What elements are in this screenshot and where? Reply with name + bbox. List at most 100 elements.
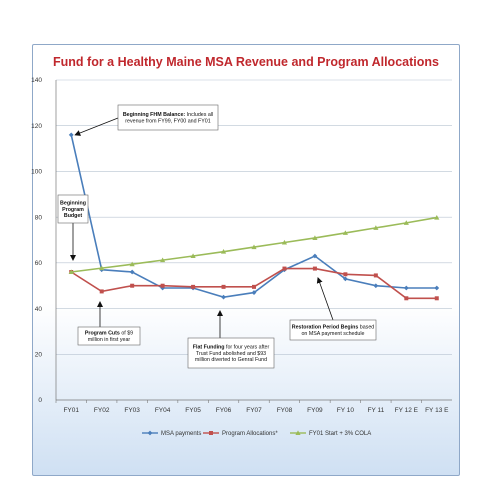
y-tick-label: 40 <box>35 306 43 313</box>
x-tick-label: FY01 <box>63 407 79 414</box>
annotation-arrow <box>316 277 334 321</box>
y-tick-labels: 0 20 40 60 80 100 120 140 <box>31 77 42 404</box>
series-group <box>68 132 440 301</box>
legend-label: MSA payments <box>161 431 201 437</box>
legend-entry-2: FY01 Start + 3% COLA <box>290 430 371 437</box>
y-tick-label: 120 <box>31 123 42 130</box>
data-point-square <box>434 296 439 301</box>
series-2 <box>68 215 440 274</box>
x-tick-label: FY07 <box>246 407 262 414</box>
annotation-text: on MSA payment schedule <box>301 331 364 337</box>
data-point-triangle <box>434 215 440 220</box>
data-point-diamond <box>434 285 440 291</box>
data-point-square <box>252 284 256 289</box>
y-tick-label: 80 <box>35 214 43 221</box>
x-tick-label: FY06 <box>216 407 232 414</box>
annotation-text: million diverted to Genral Fund <box>195 357 267 363</box>
x-tick-labels: FY01 FY02 FY03 FY04 FY05 FY06 FY07 FY08 FY09 FY 1… <box>55 400 449 414</box>
data-point-triangle <box>342 230 348 235</box>
data-point-triangle <box>160 257 166 263</box>
data-point-diamond <box>68 132 74 138</box>
annotation-arrow <box>74 117 119 136</box>
data-point-square <box>343 272 348 277</box>
annotation-text: Flat Funding for four years after <box>193 344 270 350</box>
annotation-text: Trust Fund abolished and $93 <box>196 351 266 357</box>
legend-label: FY01 Start + 3% COLA <box>309 431 371 437</box>
data-point-diamond <box>342 276 348 282</box>
data-point-diamond <box>160 285 166 291</box>
data-point-square <box>221 284 226 289</box>
data-point-diamond <box>373 283 379 289</box>
data-point-diamond <box>147 430 153 436</box>
legend: MSA payments Program Allocations* FY01 Sta… <box>142 430 371 437</box>
chart-title: Fund for a Healthy Maine MSA Revenue and… <box>53 55 439 69</box>
data-point-triangle <box>99 265 105 271</box>
data-point-diamond <box>129 269 135 275</box>
data-point-triangle <box>220 249 227 254</box>
legend-entry-1: Program Allocations* <box>203 431 278 437</box>
x-tick-label: FY 10 <box>337 407 355 414</box>
axes <box>55 80 452 401</box>
data-point-square <box>191 284 196 289</box>
x-tick-label: FY04 <box>155 407 171 414</box>
annotation-text: Program <box>62 207 84 213</box>
data-point-square <box>160 283 165 288</box>
data-point-square <box>373 273 378 278</box>
data-point-square <box>282 266 287 271</box>
y-tick-label: 0 <box>38 397 42 404</box>
annotation-box <box>57 194 89 224</box>
data-point-triangle <box>312 235 318 240</box>
y-tick-label: 60 <box>35 260 43 267</box>
x-tick-label: FY09 <box>307 407 323 414</box>
annotation-text: revenue from FY99, FY00 and FY01 <box>125 119 210 125</box>
x-tick-label: FY02 <box>94 407 110 414</box>
data-point-diamond <box>251 290 257 295</box>
data-point-diamond <box>403 285 409 291</box>
y-tick-label: 140 <box>31 77 42 84</box>
legend-entry-0: MSA payments <box>142 430 201 437</box>
x-tick-label: FY 11 <box>367 407 384 414</box>
annotation-box <box>289 319 377 341</box>
data-point-triangle <box>251 244 257 250</box>
y-tick-label: 100 <box>31 169 42 176</box>
data-point-triangle <box>281 239 288 245</box>
data-point-triangle <box>68 269 74 274</box>
chart-frame <box>32 44 460 476</box>
legend-label: Program Allocations* <box>222 431 278 437</box>
gridlines <box>56 79 452 355</box>
annotation-text: Budget <box>64 213 82 219</box>
x-tick-label: FY05 <box>185 407 201 414</box>
annotation-text: Restoration Period Begins based <box>292 325 374 331</box>
data-point-square <box>209 431 213 435</box>
annotation-text: Beginning <box>60 200 86 206</box>
x-tick-label: FY 13 E <box>425 407 449 414</box>
data-point-diamond <box>221 294 226 300</box>
annotations: Beginning FHM Balance: Includes allreven… <box>57 104 377 369</box>
data-point-triangle <box>373 225 379 230</box>
data-point-triangle <box>190 253 196 258</box>
series-0 <box>68 132 440 300</box>
data-point-diamond <box>312 253 318 259</box>
data-point-square <box>130 283 135 288</box>
data-point-triangle <box>295 430 301 435</box>
series-line <box>70 134 437 298</box>
series-1 <box>69 266 439 301</box>
data-point-square <box>99 289 104 294</box>
x-tick-label: FY03 <box>124 407 140 414</box>
data-point-triangle <box>129 261 135 267</box>
annotation-box <box>117 104 219 131</box>
annotation-box <box>187 337 275 369</box>
x-tick-label: FY 12 E <box>395 407 419 414</box>
annotation-text: million in first year <box>88 337 131 343</box>
annotation-0: Beginning FHM Balance: Includes allreven… <box>74 104 219 136</box>
annotation-text: Beginning FHM Balance: Includes all <box>123 112 213 118</box>
annotation-text: Program Cuts of $9 <box>85 331 133 337</box>
annotation-box <box>77 326 141 346</box>
x-tick-label: FY08 <box>277 407 293 414</box>
data-point-square <box>312 266 317 271</box>
